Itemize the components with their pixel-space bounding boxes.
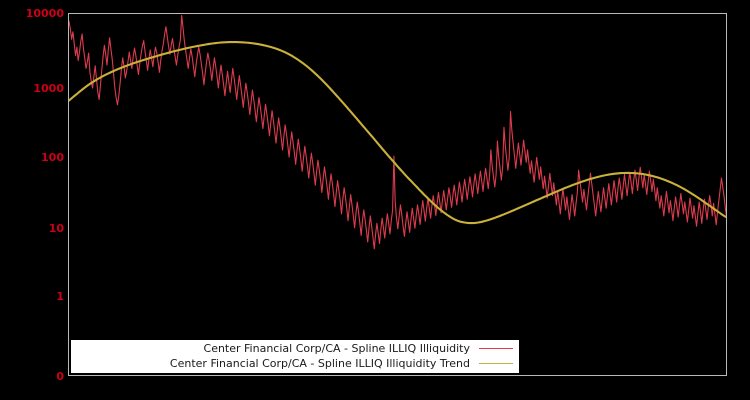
- legend-item: Center Financial Corp/CA - Spline ILLIQ …: [71, 341, 519, 356]
- y-axis: 10000 1000 100 10 1 0: [0, 0, 64, 400]
- y-tick-label: 1000: [33, 82, 64, 95]
- legend-item-label: Center Financial Corp/CA - Spline ILLIQ …: [203, 342, 470, 355]
- y-tick-label: 0: [56, 370, 64, 383]
- legend-color-swatch: [479, 363, 513, 364]
- y-tick-label: 10000: [25, 7, 64, 20]
- legend-item: Center Financial Corp/CA - Spline ILLIQ …: [71, 356, 519, 371]
- series-illiquidity-line: [69, 15, 726, 250]
- legend-item-label: Center Financial Corp/CA - Spline ILLIQ …: [169, 357, 470, 370]
- y-tick-label: 10: [48, 222, 64, 235]
- plot-area: [68, 13, 727, 376]
- series-illiquidity-trend-line: [69, 40, 726, 225]
- y-tick-label: 1: [56, 290, 64, 303]
- series-canvas: [69, 15, 726, 250]
- legend-color-swatch: [479, 348, 513, 349]
- y-tick-label: 100: [41, 151, 64, 164]
- chart-legend: Center Financial Corp/CA - Spline ILLIQ …: [71, 340, 519, 373]
